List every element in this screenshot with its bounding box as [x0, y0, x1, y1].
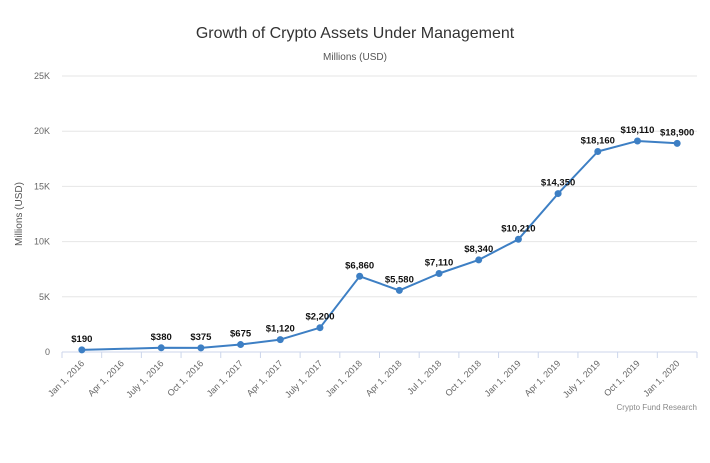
data-point[interactable] [633, 137, 641, 145]
series-line-path [80, 140, 679, 351]
y-tick-label: 25K [34, 71, 50, 81]
data-point[interactable] [356, 272, 364, 280]
data-label: $10,210 [501, 223, 535, 234]
data-label: $1,120 [266, 324, 295, 335]
y-axis-title: Millions (USD) [14, 182, 25, 246]
data-label: $375 [190, 332, 212, 343]
data-label: $2,200 [305, 312, 334, 323]
x-tick-label: July 1, 2019 [561, 358, 602, 399]
data-point[interactable] [435, 270, 443, 278]
x-tick-label: Jan 1, 2019 [482, 358, 522, 398]
x-tick-label: Jan 1, 2020 [641, 358, 681, 398]
chart-title: Growth of Crypto Assets Under Management [196, 25, 515, 42]
data-point[interactable] [554, 190, 562, 198]
data-point[interactable] [237, 341, 245, 349]
x-tick-label: Jan 1, 2016 [46, 358, 86, 398]
data-point[interactable] [78, 346, 86, 354]
data-label: $8,340 [464, 244, 493, 255]
y-tick-label: 0 [45, 347, 50, 357]
x-tick-label: Jan 1, 2018 [324, 358, 364, 398]
data-label: $380 [151, 332, 172, 343]
data-labels: $190 $380 $375 $675 $1,120 $2,200 $6,860 $5,580… [71, 125, 694, 345]
data-label: $14,350 [541, 178, 575, 189]
x-tick-label: Oct 1, 2019 [602, 358, 642, 398]
series-line [80, 140, 679, 351]
y-tick-label: 15K [34, 181, 50, 191]
x-tick-label: Apr 1, 2017 [245, 358, 285, 398]
x-tick-label: Oct 1, 2018 [443, 358, 483, 398]
data-label: $6,860 [345, 260, 374, 271]
y-tick-label: 5K [39, 292, 50, 302]
x-tick-label: Apr 1, 2018 [364, 358, 404, 398]
data-label: $18,160 [581, 136, 615, 147]
data-label: $19,110 [621, 125, 655, 136]
data-point[interactable] [514, 235, 522, 243]
x-tick-label: Apr 1, 2019 [523, 358, 563, 398]
grid-lines [62, 75, 697, 298]
y-tick-label: 20K [34, 126, 50, 136]
x-tick-label: Apr 1, 2016 [86, 358, 126, 398]
credits-text: Crypto Fund Research [617, 403, 697, 412]
data-label: $675 [230, 329, 252, 340]
data-label: $5,580 [385, 274, 414, 285]
data-point[interactable] [395, 286, 403, 294]
x-tick-label: Jan 1, 2017 [205, 358, 245, 398]
data-label: $18,900 [660, 127, 694, 138]
x-tick-label: Jul 1, 2018 [405, 358, 443, 396]
chart-subtitle: Millions (USD) [323, 52, 387, 63]
data-point[interactable] [276, 336, 284, 344]
y-tick-label: 10K [34, 237, 50, 247]
data-points [78, 137, 681, 354]
data-label: $7,110 [425, 258, 454, 269]
x-tick-label: Oct 1, 2016 [165, 358, 205, 398]
data-label: $190 [71, 334, 92, 345]
data-point[interactable] [316, 324, 324, 332]
data-point[interactable] [157, 344, 165, 352]
x-tick-label: July 1, 2016 [124, 358, 165, 399]
x-tick-label: July 1, 2017 [283, 358, 324, 399]
data-point[interactable] [594, 148, 602, 156]
data-point[interactable] [197, 344, 205, 352]
data-point[interactable] [475, 256, 483, 264]
data-point[interactable] [673, 139, 681, 147]
